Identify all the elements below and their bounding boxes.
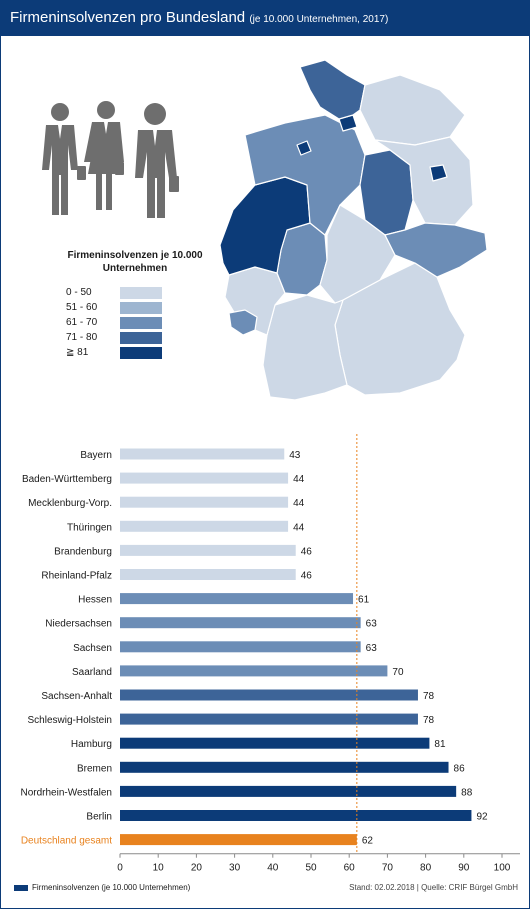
- value-label: 61: [358, 595, 370, 606]
- x-tick-label: 90: [458, 863, 470, 874]
- bar: [120, 641, 361, 653]
- x-tick-label: 70: [382, 863, 394, 874]
- bar: [120, 713, 418, 725]
- x-tick-label: 40: [267, 863, 279, 874]
- bar: [120, 834, 357, 846]
- value-label: 46: [301, 571, 313, 582]
- legend-title: Firmeninsolvenzen je 10.000 Unternehmen: [67, 250, 203, 274]
- category-label: Deutschland gesamt: [21, 836, 112, 847]
- legend-label: 71 - 80: [66, 332, 98, 343]
- source-note: Stand: 02.02.2018 | Quelle: CRIF Bürgel …: [349, 883, 518, 892]
- footer-legend-swatch: [14, 884, 28, 891]
- bar: [120, 810, 472, 821]
- category-label: Rheinland-Pfalz: [41, 571, 112, 582]
- category-label: Berlin: [86, 812, 112, 823]
- x-tick-label: 20: [191, 863, 203, 874]
- map-region-berlin: [429, 164, 448, 182]
- map-region-bremen: [296, 140, 312, 156]
- category-label: Hamburg: [71, 739, 112, 750]
- value-label: 44: [293, 474, 305, 485]
- x-tick-label: 60: [344, 863, 356, 874]
- legend-swatch: [120, 347, 162, 359]
- value-label: 44: [293, 498, 305, 509]
- bar-chart: Bayern 43 Baden-Württemberg 44 Mecklenburg-V…: [20, 434, 520, 874]
- germany-map: [219, 59, 488, 401]
- map-region-sachsen: [384, 222, 488, 278]
- category-label: Bremen: [77, 763, 112, 774]
- bar: [120, 761, 449, 773]
- category-label: Saarland: [72, 667, 112, 678]
- map-region-schleswig-holstein: [299, 59, 366, 120]
- bar: [120, 472, 289, 484]
- legend-label: 61 - 70: [66, 317, 98, 328]
- bar: [120, 617, 361, 629]
- footer-legend-label: Firmeninsolvenzen (je 10.000 Unternehmen…: [32, 883, 191, 892]
- category-label: Thüringen: [67, 522, 112, 533]
- category-label: Brandenburg: [54, 546, 112, 557]
- x-tick-label: 30: [229, 863, 241, 874]
- category-label: Niedersachsen: [45, 619, 112, 630]
- x-tick-label: 0: [117, 863, 123, 874]
- bar: [120, 593, 354, 605]
- value-label: 44: [293, 522, 305, 533]
- subtitle-text: (je 10.000 Unternehmen, 2017): [249, 14, 389, 25]
- category-label: Schleswig-Holstein: [28, 715, 112, 726]
- title-text: Firmeninsolvenzen pro Bundesland: [10, 9, 246, 26]
- bar: [120, 496, 289, 508]
- category-label: Sachsen-Anhalt: [41, 691, 112, 702]
- bar: [120, 544, 296, 556]
- value-label: 62: [362, 836, 374, 847]
- bar: [120, 689, 418, 701]
- category-label: Mecklenburg-Vorp.: [28, 498, 112, 509]
- x-tick-label: 100: [494, 863, 511, 874]
- legend-label: 0 - 50: [66, 287, 92, 298]
- x-tick-label: 50: [305, 863, 317, 874]
- legend-swatch: [120, 302, 162, 314]
- legend-swatch: [120, 317, 162, 329]
- category-label: Bayern: [80, 450, 112, 461]
- value-label: 63: [366, 643, 378, 654]
- map-region-saarland: [228, 309, 258, 336]
- value-label: 63: [366, 619, 378, 630]
- bar: [120, 785, 457, 797]
- legend-label: 51 - 60: [66, 302, 98, 313]
- map-region-niedersachsen: [244, 114, 366, 236]
- footer-legend: Firmeninsolvenzen (je 10.000 Unternehmen…: [14, 883, 190, 892]
- value-label: 92: [476, 812, 488, 823]
- legend-swatch: [120, 287, 162, 299]
- bar: [120, 737, 430, 749]
- value-label: 78: [423, 715, 435, 726]
- legend-swatch: [120, 332, 162, 344]
- legend-label: ≧ 81: [66, 347, 89, 358]
- value-label: 43: [289, 450, 301, 461]
- map-region-mecklenburg-vorpommern: [359, 74, 466, 146]
- value-label: 78: [423, 691, 435, 702]
- value-label: 46: [301, 546, 313, 557]
- business-people-icon: [42, 101, 179, 218]
- map-region-thueringen: [319, 204, 396, 304]
- bar: [120, 665, 388, 677]
- category-label: Baden-Württemberg: [22, 474, 112, 485]
- value-label: 70: [392, 667, 404, 678]
- map-region-baden-wuerttemberg: [262, 294, 348, 401]
- value-label: 86: [454, 763, 466, 774]
- value-label: 81: [434, 739, 446, 750]
- category-label: Hessen: [78, 595, 112, 606]
- chart-title: Firmeninsolvenzen pro Bundesland (je 10.…: [10, 9, 388, 26]
- x-tick-label: 80: [420, 863, 432, 874]
- value-label: 88: [461, 787, 473, 798]
- header-bar: Firmeninsolvenzen pro Bundesland (je 10.…: [0, 0, 530, 36]
- category-label: Sachsen: [73, 643, 112, 654]
- bar: [120, 448, 285, 460]
- bar: [120, 569, 296, 580]
- category-label: Nordrhein-Westfalen: [20, 787, 112, 798]
- bar: [120, 520, 289, 532]
- x-tick-label: 10: [153, 863, 165, 874]
